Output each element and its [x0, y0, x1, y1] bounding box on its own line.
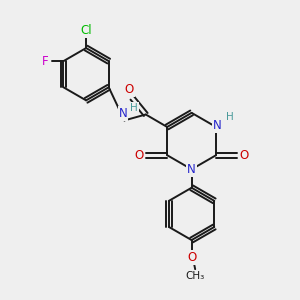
Text: CH₃: CH₃: [186, 271, 205, 281]
Text: O: O: [134, 149, 143, 162]
Text: N: N: [118, 107, 127, 120]
Text: H: H: [130, 103, 138, 113]
Text: O: O: [240, 149, 249, 162]
Text: F: F: [42, 55, 49, 68]
Text: N: N: [187, 163, 196, 176]
Text: O: O: [187, 251, 196, 264]
Text: N: N: [213, 119, 222, 132]
Text: H: H: [226, 112, 233, 122]
Text: O: O: [125, 83, 134, 96]
Text: Cl: Cl: [80, 24, 92, 37]
